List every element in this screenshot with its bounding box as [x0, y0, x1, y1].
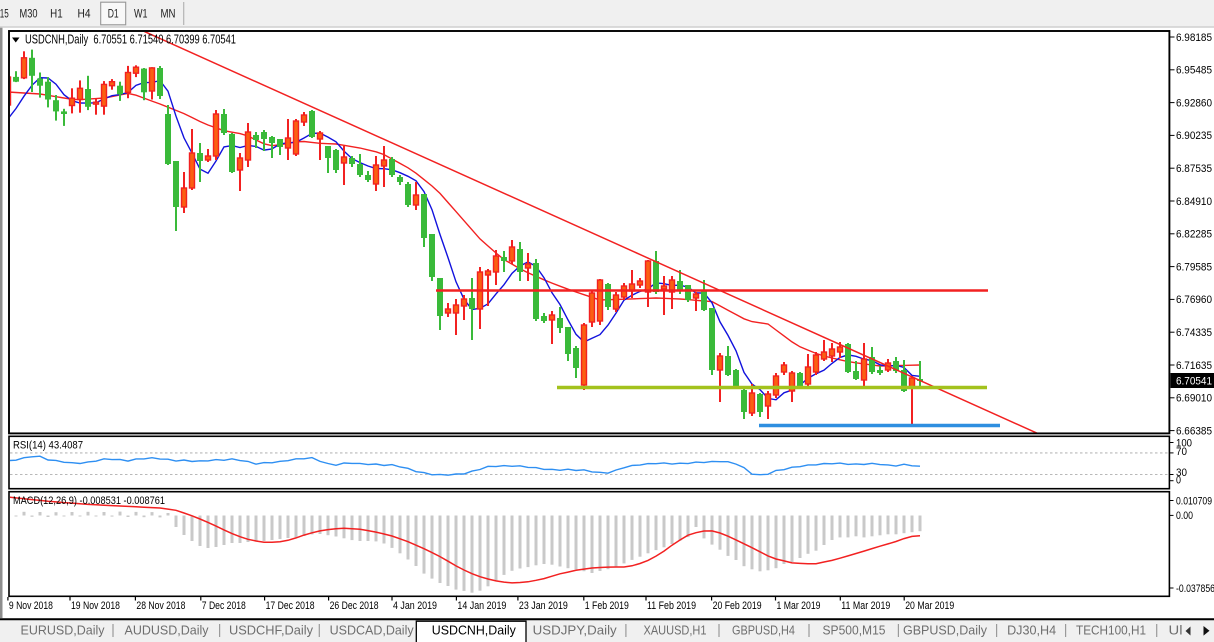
svg-text:15: 15	[0, 7, 9, 21]
svg-text:6.69010: 6.69010	[1176, 393, 1212, 405]
svg-text:23 Jan 2019: 23 Jan 2019	[519, 600, 568, 612]
svg-text:6.71635: 6.71635	[1176, 360, 1212, 372]
svg-text:6.90235: 6.90235	[1176, 130, 1212, 142]
svg-text:0.010709: 0.010709	[1176, 495, 1212, 507]
svg-text:9 Nov 2018: 9 Nov 2018	[9, 600, 53, 612]
svg-text:USDJPY,Daily: USDJPY,Daily	[533, 624, 618, 638]
svg-text:XAUUSD,H1: XAUUSD,H1	[644, 624, 707, 638]
svg-text:H1: H1	[50, 7, 63, 21]
svg-text:11 Mar 2019: 11 Mar 2019	[841, 600, 890, 612]
svg-text:0.00: 0.00	[1176, 510, 1193, 522]
svg-text:USDCNH,Daily 6.70551 6.71540: USDCNH,Daily 6.70551 6.71540 6.70399 6.7…	[25, 33, 236, 47]
svg-text:DJ30,H4: DJ30,H4	[1007, 624, 1056, 638]
svg-text:14 Jan 2019: 14 Jan 2019	[457, 600, 506, 612]
svg-text:6.92860: 6.92860	[1176, 97, 1212, 109]
svg-text:6.98185: 6.98185	[1176, 32, 1212, 44]
svg-text:H4: H4	[78, 7, 91, 21]
svg-text:7 Dec 2018: 7 Dec 2018	[202, 600, 246, 612]
svg-text:0: 0	[1176, 475, 1181, 487]
svg-text:USDCNH,Daily: USDCNH,Daily	[432, 624, 517, 638]
svg-text:Ul: Ul	[1169, 624, 1183, 638]
svg-text:RSI(14) 43.4087: RSI(14) 43.4087	[13, 440, 83, 452]
svg-text:6.87535: 6.87535	[1176, 163, 1212, 175]
svg-text:6.82285: 6.82285	[1176, 229, 1212, 241]
svg-text:6.79585: 6.79585	[1176, 261, 1212, 273]
svg-text:6.66385: 6.66385	[1176, 425, 1212, 437]
svg-text:6.70541: 6.70541	[1176, 375, 1212, 387]
svg-text:-0.037856: -0.037856	[1176, 583, 1214, 595]
svg-text:M30: M30	[20, 7, 38, 21]
svg-text:6.84910: 6.84910	[1176, 196, 1212, 208]
svg-text:4 Jan 2019: 4 Jan 2019	[393, 600, 437, 612]
svg-text:1 Mar 2019: 1 Mar 2019	[777, 600, 821, 612]
svg-text:28 Nov 2018: 28 Nov 2018	[136, 600, 185, 612]
svg-text:SP500,M15: SP500,M15	[823, 624, 886, 638]
svg-text:100: 100	[1176, 438, 1192, 450]
svg-text:TECH100,H1: TECH100,H1	[1076, 624, 1146, 638]
svg-text:EURUSD,Daily: EURUSD,Daily	[21, 624, 106, 638]
svg-text:AUDUSD,Daily: AUDUSD,Daily	[125, 624, 210, 638]
svg-text:70: 70	[1176, 446, 1187, 458]
svg-text:26 Dec 2018: 26 Dec 2018	[330, 600, 379, 612]
svg-text:USDCAD,Daily: USDCAD,Daily	[330, 624, 415, 638]
svg-text:MN: MN	[161, 7, 176, 21]
svg-text:D1: D1	[108, 7, 119, 21]
svg-text:17 Dec 2018: 17 Dec 2018	[266, 600, 315, 612]
svg-text:W1: W1	[134, 7, 148, 21]
svg-text:11 Feb 2019: 11 Feb 2019	[647, 600, 696, 612]
svg-text:GBPUSD,Daily: GBPUSD,Daily	[903, 624, 988, 638]
svg-text:1 Feb 2019: 1 Feb 2019	[585, 600, 629, 612]
svg-text:20 Mar 2019: 20 Mar 2019	[905, 600, 954, 612]
svg-text:USDCHF,Daily: USDCHF,Daily	[229, 624, 314, 638]
svg-text:6.76960: 6.76960	[1176, 294, 1212, 306]
svg-text:MACD(12,26,9) -0.008531 -0.008: MACD(12,26,9) -0.008531 -0.008761	[13, 495, 165, 507]
svg-text:GBPUSD,H4: GBPUSD,H4	[732, 624, 795, 638]
svg-text:6.74335: 6.74335	[1176, 327, 1212, 339]
svg-text:19 Nov 2018: 19 Nov 2018	[71, 600, 120, 612]
svg-text:20 Feb 2019: 20 Feb 2019	[713, 600, 762, 612]
svg-text:30: 30	[1176, 467, 1187, 479]
svg-text:6.95485: 6.95485	[1176, 65, 1212, 77]
